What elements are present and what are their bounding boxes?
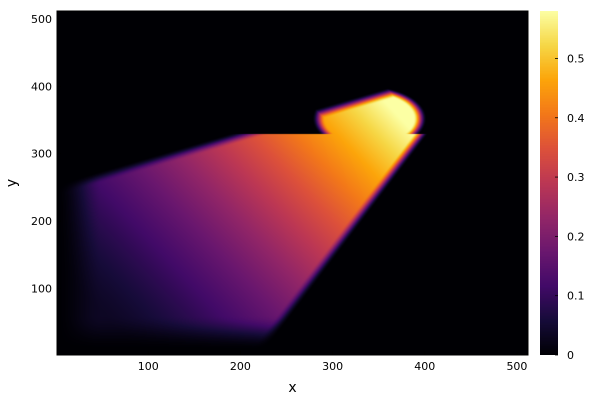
colorbar: 0 0.1 0.2 0.3 0.4 0.5: [540, 11, 585, 362]
colorbar-tick-label: 0: [567, 349, 574, 362]
y-tick-label: 300: [31, 148, 52, 161]
x-axis: 100 200 300 400 500: [138, 351, 527, 373]
colorbar-tick-label: 0.2: [567, 230, 585, 243]
colorbar-tick-label: 0.3: [567, 171, 585, 184]
x-tick-label: 300: [322, 360, 343, 373]
y-tick-label: 500: [31, 13, 52, 26]
colorbar-tick-label: 0.5: [567, 52, 585, 65]
heatmap-image: [57, 11, 528, 355]
y-axis-label: y: [4, 179, 20, 187]
y-axis: 100 200 300 400 500: [31, 13, 61, 295]
colorbar-ticks: 0 0.1 0.2 0.3 0.4 0.5: [555, 52, 585, 362]
colorbar-gradient: [540, 11, 558, 355]
plot-area: [56, 10, 529, 356]
x-tick-label: 500: [506, 360, 527, 373]
y-tick-label: 400: [31, 80, 52, 93]
colorbar-tick-label: 0.1: [567, 290, 585, 303]
x-tick-label: 200: [230, 360, 251, 373]
x-tick-label: 100: [138, 360, 159, 373]
colorbar-tick-label: 0.4: [567, 112, 585, 125]
x-tick-label: 400: [414, 360, 435, 373]
y-tick-label: 100: [31, 282, 52, 295]
plot-frame: [56, 10, 529, 356]
y-tick-label: 200: [31, 215, 52, 228]
x-axis-label: x: [288, 380, 296, 396]
